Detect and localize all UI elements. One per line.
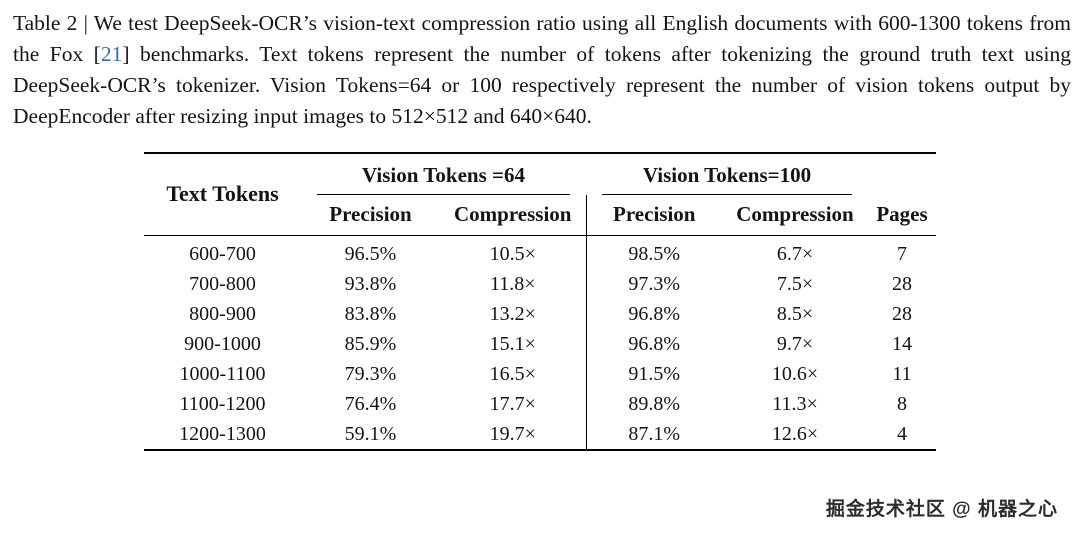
cell-v64-precision: 96.5%: [344, 242, 397, 265]
cell-text-tokens: 700-800: [189, 272, 256, 295]
cell-text-tokens: 1100-1200: [179, 392, 266, 415]
header-group-vision-tokens-64: Vision Tokens =64: [301, 153, 586, 195]
header-precision-100: Precision: [585, 194, 722, 236]
table-row: 800-900 83.8% 13.2× 96.8% 8.5× 28: [144, 299, 936, 330]
caption-text-before-cite: Table 2 | We test DeepSeek-OCR’s vision-…: [13, 11, 1071, 66]
table-container: Text Tokens Vision Tokens =64 Vision Tok…: [0, 151, 1080, 452]
cell-v64-precision: 83.8%: [344, 302, 397, 325]
cell-pages: 7: [897, 242, 907, 265]
cell-v64-precision: 85.9%: [344, 332, 397, 355]
cell-v64-compression: 11.8×: [489, 272, 536, 295]
header-group-100-label: Vision Tokens=100: [602, 163, 852, 195]
header-row-metrics: Precision Compression Precision Compress…: [144, 194, 936, 236]
cell-v64-precision: 93.8%: [344, 272, 397, 295]
cell-v64-compression: 19.7×: [489, 422, 536, 445]
cell-v100-precision: 96.8%: [585, 299, 722, 330]
cell-v100-precision: 96.8%: [585, 329, 722, 360]
table-row: 1200-1300 59.1% 19.7× 87.1% 12.6× 4: [144, 419, 936, 451]
cell-v64-compression: 13.2×: [489, 302, 536, 325]
cell-pages: 8: [897, 392, 907, 415]
cell-pages: 28: [892, 272, 912, 295]
table-row: 1100-1200 76.4% 17.7× 89.8% 11.3× 8: [144, 389, 936, 420]
cell-v64-precision: 59.1%: [344, 422, 397, 445]
header-precision-64: Precision: [329, 201, 412, 226]
cell-text-tokens: 1200-1300: [179, 422, 266, 445]
cell-v100-precision: 91.5%: [585, 359, 722, 390]
cell-v100-compression: 9.7×: [776, 332, 814, 355]
results-table: Text Tokens Vision Tokens =64 Vision Tok…: [144, 151, 936, 452]
header-group-vision-tokens-100: Vision Tokens=100: [586, 153, 868, 195]
cell-v100-compression: 7.5×: [776, 272, 814, 295]
header-pages-spacer: [868, 153, 936, 195]
cell-v64-compression: 10.5×: [489, 242, 536, 265]
cell-v64-compression: 17.7×: [489, 392, 536, 415]
table-row: 600-700 96.5% 10.5× 98.5% 6.7× 7: [144, 235, 936, 270]
cell-v100-compression: 8.5×: [776, 302, 814, 325]
cell-v100-compression: 11.3×: [772, 392, 818, 415]
cell-text-tokens: 1000-1100: [179, 362, 266, 385]
citation-link[interactable]: 21: [100, 41, 123, 66]
header-row-groups: Text Tokens Vision Tokens =64 Vision Tok…: [144, 153, 936, 206]
header-pages: Pages: [876, 201, 928, 226]
caption-text-after-cite: ] benchmarks. Text tokens represent the …: [13, 41, 1071, 128]
cell-pages: 28: [892, 302, 912, 325]
header-text-tokens: Text Tokens: [166, 181, 279, 207]
header-compression-100: Compression: [736, 201, 854, 226]
header-group-64-label: Vision Tokens =64: [317, 163, 570, 195]
cell-v100-precision: 98.5%: [585, 235, 722, 270]
table-caption: Table 2 | We test DeepSeek-OCR’s vision-…: [13, 8, 1071, 132]
watermark: 掘金技术社区 @ 机器之心: [825, 499, 1058, 520]
cell-v100-compression: 12.6×: [771, 422, 819, 445]
cell-text-tokens: 900-1000: [184, 332, 261, 355]
table-row: 900-1000 85.9% 15.1× 96.8% 9.7× 14: [144, 329, 936, 360]
cell-v100-precision: 97.3%: [585, 269, 722, 300]
cell-pages: 4: [897, 422, 907, 445]
cell-v100-precision: 89.8%: [585, 389, 722, 420]
cell-text-tokens: 600-700: [189, 242, 256, 265]
cell-v64-compression: 15.1×: [489, 332, 536, 355]
cell-text-tokens: 800-900: [189, 302, 256, 325]
table-row: 700-800 93.8% 11.8× 97.3% 7.5× 28: [144, 269, 936, 300]
cell-v100-compression: 10.6×: [771, 362, 819, 385]
cell-v64-precision: 79.3%: [344, 362, 397, 385]
cell-pages: 14: [892, 332, 912, 355]
header-compression-64: Compression: [454, 201, 572, 226]
table-row: 1000-1100 79.3% 16.5× 91.5% 10.6× 11: [144, 359, 936, 390]
cell-pages: 11: [892, 362, 912, 385]
cell-v100-compression: 6.7×: [776, 242, 814, 265]
cell-v64-precision: 76.4%: [344, 392, 397, 415]
cell-v100-precision: 87.1%: [585, 419, 722, 451]
cell-v64-compression: 16.5×: [489, 362, 536, 385]
